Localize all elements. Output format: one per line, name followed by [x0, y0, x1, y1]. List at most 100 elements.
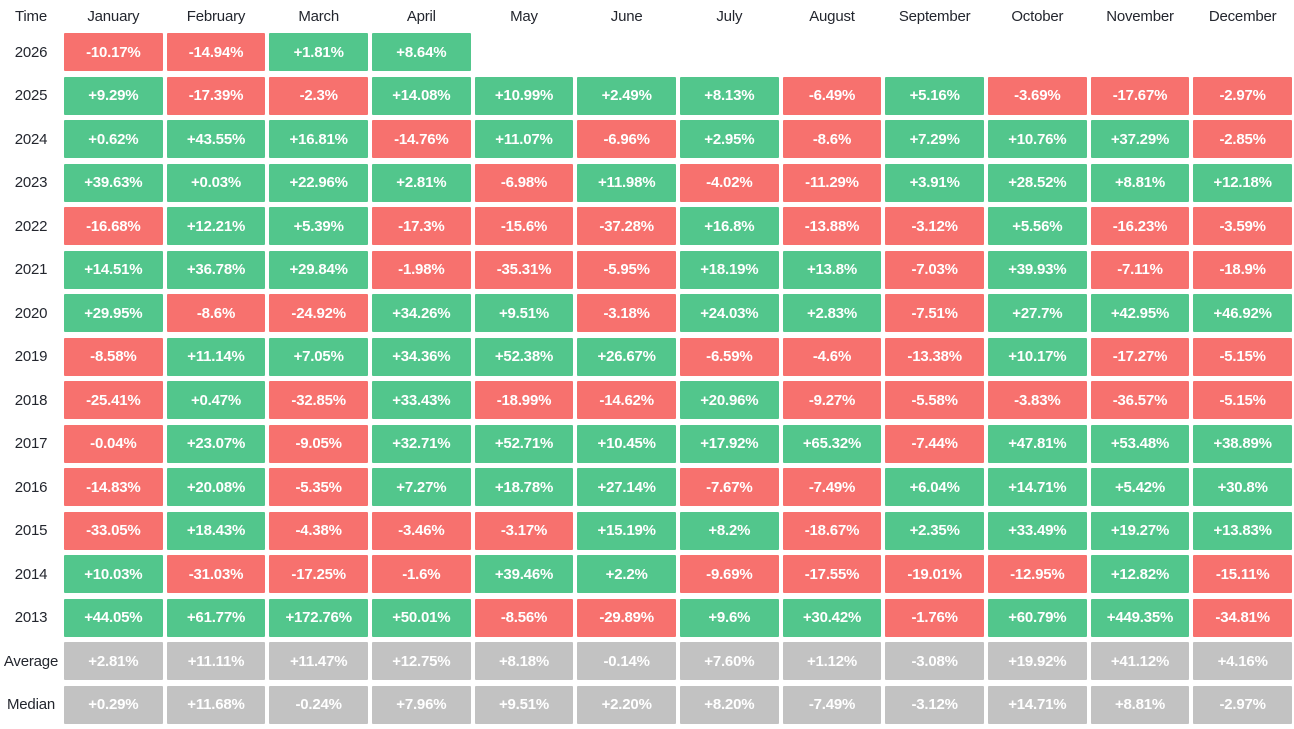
heatmap-cell: +61.77%	[166, 598, 266, 637]
heatmap-cell: +0.62%	[64, 120, 163, 158]
heatmap-cell: -35.31%	[474, 250, 574, 289]
heatmap-cell: +8.18%	[474, 642, 574, 680]
heatmap-cell: +15.19%	[577, 511, 676, 550]
heatmap-cell: +38.89%	[1193, 424, 1292, 463]
heatmap-row-2015: 2015 -33.05% +18.43% -4.38% -3.46% -3.17% +15.…	[0, 511, 1294, 556]
heatmap-cell: -6.49%	[782, 76, 882, 115]
heatmap-cell: +11.47%	[269, 642, 368, 680]
heatmap-row-2022: 2022 -16.68% +12.21% +5.39% -17.3% -15.6% -37.…	[0, 207, 1294, 251]
heatmap-cell: -7.67%	[679, 468, 779, 506]
heatmap-cell-empty	[1193, 33, 1292, 71]
month-header-april: April	[406, 8, 436, 25]
heatmap-cell: +7.96%	[371, 685, 471, 724]
row-label: 2014	[14, 565, 48, 583]
heatmap-cell: +449.35%	[1090, 598, 1190, 637]
heatmap-cell: +12.21%	[166, 207, 266, 245]
heatmap-cell: -11.29%	[782, 163, 882, 202]
heatmap-cell: +10.99%	[474, 76, 574, 115]
heatmap-cell: +2.49%	[577, 76, 676, 115]
heatmap-cell: +2.81%	[64, 642, 163, 680]
heatmap-cell: +36.78%	[166, 250, 266, 289]
heatmap-cell: +2.35%	[885, 511, 984, 550]
heatmap-row-2018: 2018 -25.41% +0.47% -32.85% +33.43% -18.99% -1…	[0, 381, 1294, 425]
heatmap-cell: +7.29%	[885, 120, 984, 158]
heatmap-cell: -17.55%	[782, 555, 882, 593]
heatmap-cell: +20.96%	[679, 381, 779, 419]
heatmap-cell: +8.81%	[1090, 163, 1190, 202]
heatmap-cell: -33.05%	[64, 511, 163, 550]
heatmap-cell: -17.25%	[269, 555, 368, 593]
heatmap-row-2025: 2025 +9.29% -17.39% -2.3% +14.08% +10.99% +2.4…	[0, 76, 1294, 121]
heatmap-cell: +43.55%	[166, 120, 266, 158]
heatmap-cell: -14.76%	[371, 120, 471, 158]
heatmap-cell: +11.07%	[474, 120, 574, 158]
heatmap-cell-empty	[680, 33, 779, 71]
heatmap-cell: +53.48%	[1090, 424, 1190, 463]
heatmap-cell: -4.38%	[269, 511, 368, 550]
heatmap-cell-empty	[988, 33, 1087, 71]
heatmap-cell: -4.02%	[679, 163, 779, 202]
heatmap-cell: -7.11%	[1090, 250, 1190, 289]
heatmap-cell: +12.75%	[371, 642, 471, 680]
heatmap-cell: -18.9%	[1193, 250, 1292, 289]
heatmap-cell: -14.62%	[577, 381, 676, 419]
heatmap-cell-empty	[475, 33, 574, 71]
heatmap-cell: +47.81%	[987, 424, 1087, 463]
heatmap-cell: +10.76%	[987, 120, 1087, 158]
heatmap-cell: -1.6%	[371, 555, 471, 593]
row-label: Median	[7, 696, 55, 713]
heatmap-cell: -18.67%	[782, 511, 882, 550]
heatmap-row-2021: 2021 +14.51% +36.78% +29.84% -1.98% -35.31% -5…	[0, 250, 1294, 295]
heatmap-cell: +10.17%	[987, 337, 1087, 376]
month-header-january: January	[87, 8, 140, 25]
heatmap-cell-empty	[577, 33, 676, 71]
heatmap-cell: +39.46%	[474, 555, 574, 593]
month-header-may: May	[510, 8, 538, 25]
heatmap-cell: +3.91%	[885, 163, 984, 202]
heatmap-cell: +33.49%	[987, 511, 1087, 550]
heatmap-row-average: Average +2.81% +11.11% +11.47% +12.75% +8.18%…	[0, 642, 1294, 686]
heatmap-cell: -31.03%	[166, 555, 266, 593]
heatmap-row-2016: 2016 -14.83% +20.08% -5.35% +7.27% +18.78% +27…	[0, 468, 1294, 512]
row-label: 2022	[14, 217, 48, 235]
heatmap-cell: -13.88%	[782, 207, 882, 245]
heatmap-cell: +172.76%	[269, 598, 368, 637]
heatmap-cell: +18.19%	[679, 250, 779, 289]
heatmap-cell: +14.51%	[64, 250, 163, 289]
heatmap-cell: +20.08%	[166, 468, 266, 506]
heatmap-cell-empty	[783, 33, 882, 71]
heatmap-cell: +60.79%	[987, 598, 1087, 637]
month-header-march: March	[298, 8, 339, 25]
heatmap-cell: -34.81%	[1193, 598, 1292, 637]
heatmap-row-2023: 2023 +39.63% +0.03% +22.96% +2.81% -6.98% +11.…	[0, 163, 1294, 208]
heatmap-cell: +2.81%	[371, 163, 471, 202]
heatmap-cell: -32.85%	[269, 381, 368, 419]
row-label: Average	[3, 652, 59, 670]
heatmap-cell-empty	[885, 33, 984, 71]
heatmap-cell: +19.27%	[1090, 511, 1190, 550]
heatmap-cell: -3.59%	[1193, 207, 1292, 245]
row-label: 2020	[14, 304, 48, 322]
heatmap-cell: +8.20%	[679, 685, 779, 724]
month-header-november: November	[1106, 8, 1174, 25]
heatmap-cell: +8.13%	[679, 76, 779, 115]
row-label: 2016	[14, 478, 48, 496]
heatmap-cell: +10.45%	[577, 424, 676, 463]
heatmap-cell: +12.82%	[1090, 555, 1190, 593]
heatmap-header-row: Time January February March April May June Jul…	[0, 0, 1294, 33]
heatmap-cell: +27.14%	[577, 468, 676, 506]
heatmap-cell: -6.59%	[679, 337, 779, 376]
heatmap-cell: -17.67%	[1090, 76, 1190, 115]
heatmap-cell: -8.6%	[782, 120, 882, 158]
heatmap-cell: -16.68%	[64, 207, 163, 245]
heatmap-cell: +8.81%	[1090, 685, 1190, 724]
heatmap-cell: +44.05%	[64, 598, 163, 637]
heatmap-cell: +26.67%	[577, 337, 676, 376]
heatmap-cell: -18.99%	[474, 381, 574, 419]
heatmap-cell: +23.07%	[166, 424, 266, 463]
heatmap-cell: +12.18%	[1193, 163, 1292, 202]
heatmap-cell: -7.44%	[885, 424, 984, 463]
heatmap-cell: +19.92%	[987, 642, 1087, 680]
heatmap-cell: -25.41%	[64, 381, 163, 419]
time-column-header: Time	[15, 8, 47, 25]
